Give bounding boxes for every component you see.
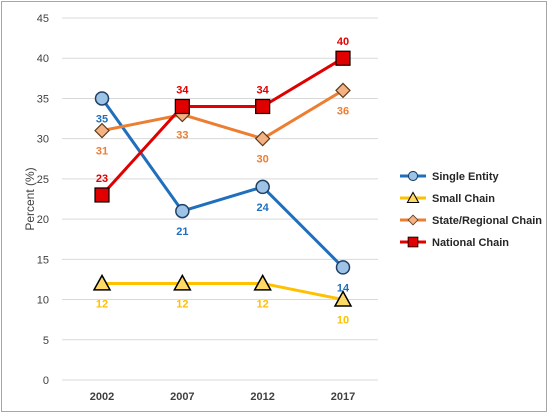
state-regional-chain-marker [335,82,351,99]
series-lines [100,56,345,302]
small-chain-data-label: 12 [96,298,108,310]
legend-label-small-chain: Small Chain [432,193,495,205]
state-regional-chain-data-label: 36 [337,105,349,117]
legend-label-state-regional-chain: State/Regional Chain [432,215,542,227]
y-tick-label: 10 [37,295,49,307]
data-labels: 35 21 24 14 12 12 12 10 31 33 30 36 23 34 34 40 [96,36,350,326]
x-tick-label: 2007 [170,391,194,403]
national-chain-data-label: 34 [257,84,270,96]
small-chain-marker [173,273,192,291]
national-chain-data-label: 40 [337,36,349,48]
legend-swatch-single-entity-marker [407,170,419,182]
single-entity-marker [94,91,110,106]
national-chain-marker [174,98,190,115]
single-entity-line [100,97,345,269]
single-entity-data-label: 14 [337,282,350,294]
state-regional-chain-marker [254,130,271,147]
national-chain-marker [255,98,271,115]
national-chain-data-label: 34 [176,84,189,96]
state-regional-chain-line [101,89,344,141]
legend-swatch-national-chain-marker [407,236,419,248]
national-chain-line [100,56,344,196]
national-chain-data-label: 23 [96,173,108,185]
y-tick-label: 20 [37,214,49,226]
small-chain-line [102,281,344,302]
x-tick-label: 2002 [90,391,114,403]
small-chain-data-label: 10 [337,315,349,327]
x-axis-ticks: 2002 2007 2012 2017 [90,391,355,403]
y-tick-label: 0 [43,375,49,387]
y-tick-label: 30 [37,134,49,146]
single-entity-marker [255,179,270,195]
legend-label-single-entity: Single Entity [432,171,500,183]
gridlines [62,17,378,381]
single-entity-data-label: 35 [96,113,108,125]
legend: Single Entity Small Chain State/Regional C… [400,170,542,249]
legend-swatch-small-chain-marker [406,191,420,204]
legend-swatch-state-regional-chain-marker [407,214,419,226]
national-chain-marker [335,50,351,66]
legend-label-national-chain: National Chain [432,237,509,249]
series-markers [92,50,353,307]
y-axis-ticks: 0 5 10 15 20 25 30 35 40 45 [37,13,49,387]
y-tick-label: 15 [37,254,49,266]
single-entity-marker [335,260,351,275]
small-chain-marker [253,273,272,291]
small-chain-marker [92,273,112,291]
state-regional-chain-data-label: 31 [96,146,108,158]
x-tick-label: 2017 [331,391,355,403]
small-chain-data-label: 12 [176,298,188,310]
x-tick-label: 2012 [250,391,274,403]
state-regional-chain-data-label: 33 [176,130,188,142]
y-tick-label: 5 [43,335,49,347]
y-tick-label: 45 [37,13,49,25]
y-axis-title: Percent (%) [23,167,37,230]
y-tick-label: 40 [37,53,49,65]
single-entity-data-label: 21 [176,226,188,238]
state-regional-chain-marker [94,122,110,139]
single-entity-data-label: 24 [257,202,270,214]
y-tick-label: 25 [37,174,49,186]
y-tick-label: 35 [37,93,49,105]
small-chain-marker [333,290,353,307]
single-entity-marker [175,203,190,219]
state-regional-chain-data-label: 30 [257,154,269,166]
small-chain-data-label: 12 [257,298,269,310]
national-chain-marker [94,187,110,203]
